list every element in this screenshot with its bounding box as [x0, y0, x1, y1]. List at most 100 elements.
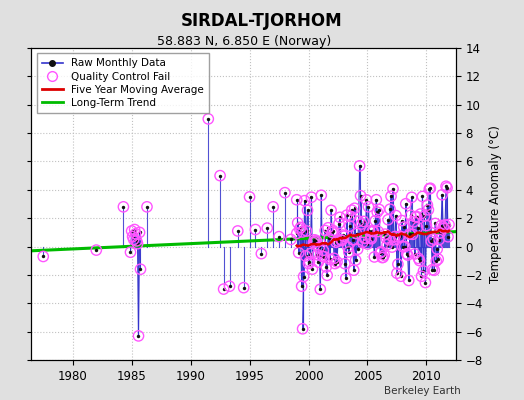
Point [419, 268, 428, 274]
Point [381, 231, 389, 237]
Point [430, 267, 439, 274]
Point [132, 230, 140, 237]
Point [309, 240, 318, 246]
Point [421, 279, 430, 286]
Point [319, 247, 328, 254]
Point [323, 272, 331, 278]
Point [408, 194, 416, 200]
Point [136, 266, 145, 272]
Point [441, 222, 449, 228]
Point [358, 239, 367, 246]
Point [308, 266, 316, 272]
Point [331, 260, 339, 267]
Point [225, 283, 234, 290]
Point [252, 226, 260, 233]
Point [326, 256, 334, 263]
Point [389, 186, 397, 192]
Point [317, 192, 325, 198]
Point [325, 235, 333, 242]
Point [388, 244, 396, 250]
Point [329, 227, 337, 234]
Point [365, 228, 374, 234]
Point [385, 236, 393, 243]
Point [390, 236, 398, 243]
Point [437, 222, 445, 229]
Point [432, 258, 440, 264]
Point [225, 283, 234, 290]
Point [304, 260, 313, 267]
Point [294, 250, 303, 256]
Point [364, 204, 373, 210]
Point [445, 221, 453, 228]
Point [322, 264, 330, 270]
Point [128, 234, 137, 240]
Point [445, 221, 453, 228]
Point [363, 241, 372, 247]
Point [330, 255, 338, 262]
Point [356, 192, 365, 199]
Point [431, 220, 440, 227]
Point [305, 259, 314, 265]
Point [314, 259, 322, 265]
Point [133, 238, 141, 244]
Point [417, 273, 425, 280]
Point [328, 229, 336, 236]
Point [136, 266, 145, 272]
Point [359, 218, 368, 225]
Point [362, 197, 370, 203]
Point [395, 234, 403, 240]
Point [354, 218, 363, 224]
Point [297, 224, 305, 231]
Point [344, 244, 352, 250]
Point [245, 194, 254, 200]
Point [411, 214, 420, 220]
Point [220, 286, 228, 292]
Point [39, 253, 47, 260]
Point [324, 224, 332, 231]
Point [134, 333, 143, 339]
Text: Berkeley Earth: Berkeley Earth [385, 386, 461, 396]
Point [257, 250, 266, 257]
Point [376, 250, 385, 256]
Point [216, 172, 224, 179]
Point [307, 194, 315, 200]
Point [427, 238, 435, 244]
Point [429, 236, 438, 242]
Point [287, 236, 295, 243]
Point [319, 247, 328, 254]
Point [234, 228, 242, 234]
Point [313, 252, 322, 258]
Point [311, 239, 320, 245]
Y-axis label: Temperature Anomaly (°C): Temperature Anomaly (°C) [488, 125, 501, 283]
Point [443, 184, 451, 191]
Point [345, 249, 353, 255]
Point [299, 326, 307, 332]
Point [385, 236, 393, 243]
Point [298, 229, 307, 235]
Point [337, 237, 345, 243]
Point [406, 231, 414, 237]
Point [296, 226, 304, 232]
Point [306, 250, 314, 257]
Point [126, 249, 135, 256]
Point [204, 116, 213, 122]
Point [353, 246, 362, 252]
Point [389, 186, 397, 192]
Point [407, 212, 415, 218]
Point [351, 205, 359, 212]
Point [336, 214, 344, 220]
Point [396, 233, 404, 239]
Point [417, 273, 425, 280]
Point [127, 228, 136, 234]
Point [375, 206, 384, 213]
Point [368, 228, 377, 234]
Point [130, 226, 139, 233]
Legend: Raw Monthly Data, Quality Control Fail, Five Year Moving Average, Long-Term Tren: Raw Monthly Data, Quality Control Fail, … [37, 53, 209, 113]
Point [416, 257, 424, 264]
Point [427, 238, 435, 244]
Point [132, 230, 140, 237]
Point [128, 234, 137, 240]
Point [402, 251, 411, 257]
Point [320, 254, 329, 260]
Point [424, 207, 432, 213]
